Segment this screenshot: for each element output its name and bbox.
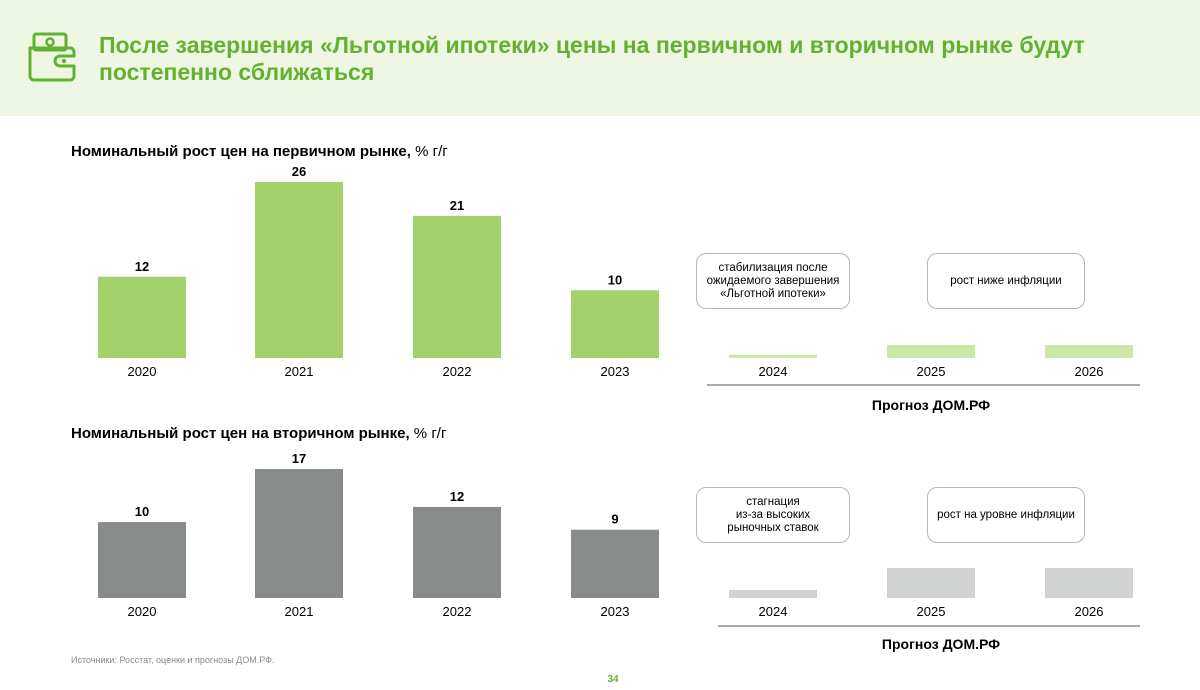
value-label-2023: 9 (611, 512, 618, 527)
secondary-chart-unit: % г/г (409, 425, 447, 442)
primary-callout-2025-2026: рост ниже инфляции (927, 253, 1085, 309)
page-number: 34 (607, 674, 619, 685)
forecast-tick-label-2024: 2024 (759, 604, 788, 619)
primary-chart-title-text: Номинальный рост цен на первичном рынке, (71, 143, 411, 160)
forecast-bar-2025 (887, 345, 975, 358)
value-label-2022: 12 (450, 489, 464, 504)
header-band: После завершения «Льготной ипотеки» цены… (0, 0, 1200, 116)
primary-chart-unit: % г/г (410, 143, 448, 160)
secondary-callout-2024: стагнация из-за высоких рыночных ставок (696, 487, 850, 543)
primary-callout-2024: стабилизация после ожидаемого завершения… (696, 253, 850, 309)
bar-2022 (413, 506, 501, 598)
secondary-forecast-label: Прогноз ДОМ.РФ (881, 636, 1001, 652)
tick-label-2022: 2022 (443, 364, 472, 379)
value-label-2022: 21 (450, 198, 464, 213)
forecast-bar-2024 (729, 354, 817, 358)
forecast-bar-2025 (887, 568, 975, 598)
value-label-2021: 17 (292, 451, 306, 466)
wallet-money-icon (28, 32, 76, 82)
tick-label-2023: 2023 (601, 604, 630, 619)
forecast-tick-label-2025: 2025 (917, 604, 946, 619)
primary-chart-title: Номинальный рост цен на первичном рынке,… (71, 143, 448, 160)
bar-2020 (98, 276, 186, 358)
primary-forecast-label: Прогноз ДОМ.РФ (871, 397, 991, 413)
secondary-bar-chart: 10 2020 17 2021 12 2022 9 2023 2024 2025 2026 (98, 451, 1140, 627)
tick-label-2020: 2020 (128, 604, 157, 619)
primary-bar-chart: 12 2020 26 2021 21 2022 10 2023 2024 2025 2026 (98, 164, 1140, 386)
value-label-2020: 12 (135, 259, 149, 274)
bar-2020 (98, 522, 186, 598)
value-label-2021: 26 (292, 164, 306, 179)
bar-2021 (255, 182, 343, 358)
forecast-tick-label-2026: 2026 (1075, 604, 1104, 619)
tick-label-2021: 2021 (285, 604, 314, 619)
bar-2021 (255, 469, 343, 598)
bar-2023 (571, 290, 659, 358)
secondary-chart-title-text: Номинальный рост цен на вторичном рынке, (71, 425, 410, 442)
value-label-2020: 10 (135, 504, 149, 519)
source-note: Источники: Росстат, оценки и прогнозы ДО… (71, 655, 275, 665)
bar-2023 (571, 529, 659, 598)
tick-label-2023: 2023 (601, 364, 630, 379)
tick-label-2020: 2020 (128, 364, 157, 379)
forecast-bar-2026 (1045, 345, 1133, 358)
tick-label-2022: 2022 (443, 604, 472, 619)
secondary-callout-2025-2026: рост на уровне инфляции (927, 487, 1085, 543)
tick-label-2021: 2021 (285, 364, 314, 379)
forecast-tick-label-2025: 2025 (917, 364, 946, 379)
forecast-bar-2024 (729, 589, 817, 598)
value-label-2023: 10 (608, 272, 622, 287)
forecast-tick-label-2026: 2026 (1075, 364, 1104, 379)
secondary-chart-title: Номинальный рост цен на вторичном рынке,… (71, 425, 446, 442)
forecast-tick-label-2024: 2024 (759, 364, 788, 379)
bar-2022 (413, 215, 501, 358)
page-title: После завершения «Льготной ипотеки» цены… (99, 32, 1085, 85)
forecast-bar-2026 (1045, 568, 1133, 598)
